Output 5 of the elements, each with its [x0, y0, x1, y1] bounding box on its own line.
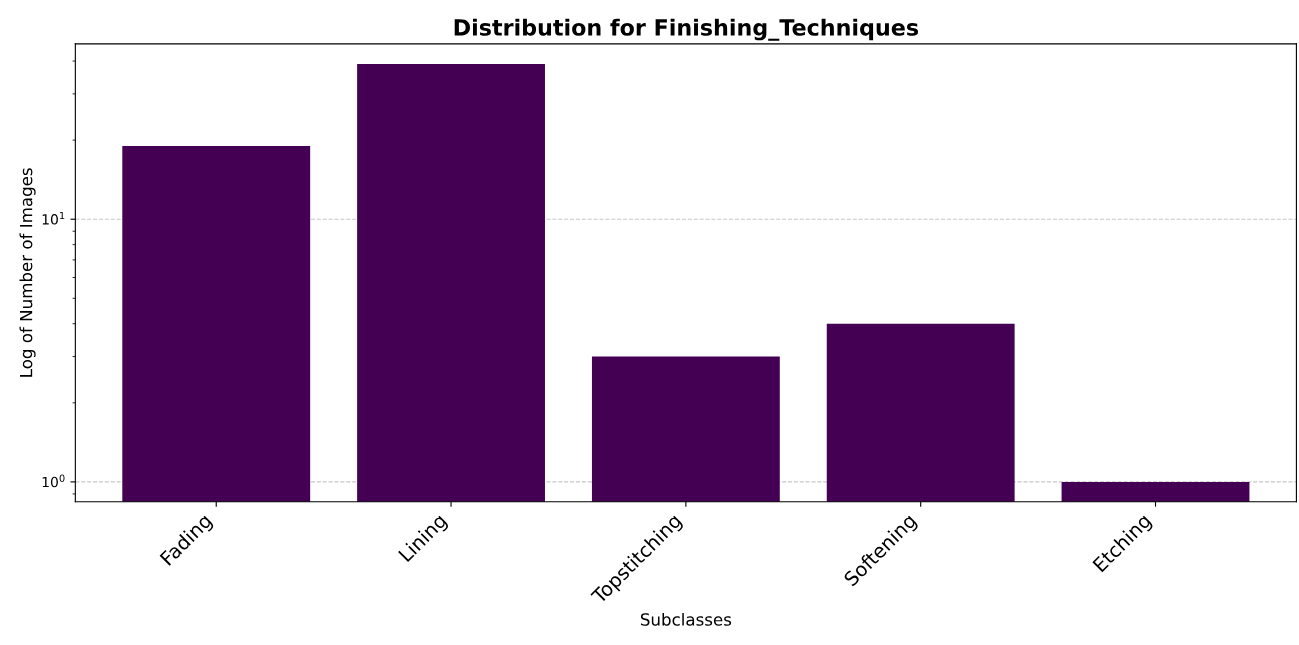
y-tick-label: 10$^{1}$	[42, 211, 65, 225]
chart-title: Distribution for Finishing_Techniques	[454, 18, 919, 41]
x-axis-title: Subclasses	[640, 612, 732, 626]
y-axis-title: Log of Number of Images	[19, 168, 36, 377]
y-tick-label: 10$^{0}$	[42, 474, 65, 488]
